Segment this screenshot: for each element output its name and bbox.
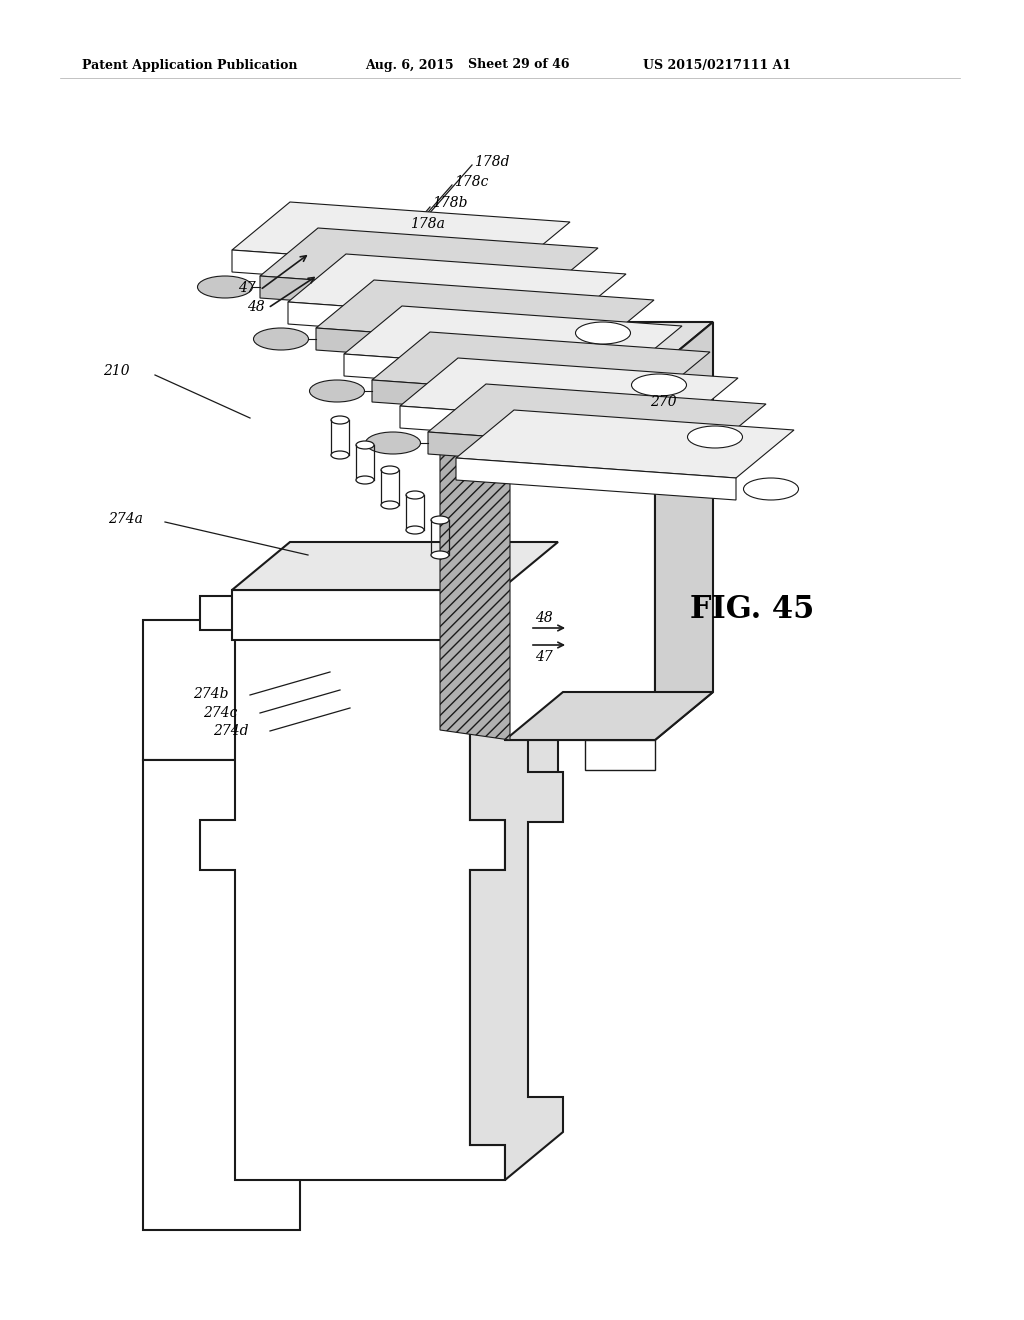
Polygon shape xyxy=(370,820,500,1140)
Polygon shape xyxy=(500,711,558,820)
Text: 48: 48 xyxy=(247,300,265,314)
Ellipse shape xyxy=(431,550,449,558)
Text: Sheet 29 of 46: Sheet 29 of 46 xyxy=(468,58,569,71)
Text: 270: 270 xyxy=(650,395,677,409)
Polygon shape xyxy=(655,322,713,741)
Text: Aug. 6, 2015: Aug. 6, 2015 xyxy=(365,58,454,71)
Polygon shape xyxy=(505,322,713,370)
Text: FIG. 45: FIG. 45 xyxy=(690,594,814,626)
Ellipse shape xyxy=(406,491,424,499)
Polygon shape xyxy=(143,760,300,1230)
Ellipse shape xyxy=(632,374,686,396)
Polygon shape xyxy=(505,692,713,741)
Text: 47: 47 xyxy=(238,281,256,294)
Polygon shape xyxy=(200,597,505,1180)
Polygon shape xyxy=(344,306,682,374)
Polygon shape xyxy=(316,280,654,348)
Text: 178a: 178a xyxy=(410,216,444,231)
Polygon shape xyxy=(232,249,512,292)
Polygon shape xyxy=(288,302,568,345)
Ellipse shape xyxy=(356,441,374,449)
Polygon shape xyxy=(428,384,766,451)
Text: 274b: 274b xyxy=(193,686,228,701)
Ellipse shape xyxy=(309,380,365,403)
Polygon shape xyxy=(585,741,655,770)
Polygon shape xyxy=(370,760,500,820)
Polygon shape xyxy=(316,327,596,370)
Polygon shape xyxy=(400,407,680,447)
Text: Patent Application Publication: Patent Application Publication xyxy=(82,58,298,71)
Ellipse shape xyxy=(331,451,349,459)
Polygon shape xyxy=(232,202,570,271)
Polygon shape xyxy=(428,432,708,474)
Text: 274c: 274c xyxy=(203,706,238,719)
Polygon shape xyxy=(143,620,500,760)
Polygon shape xyxy=(260,228,598,296)
Text: 274a: 274a xyxy=(108,512,143,525)
Ellipse shape xyxy=(431,516,449,524)
Ellipse shape xyxy=(381,466,399,474)
Ellipse shape xyxy=(687,426,742,447)
Ellipse shape xyxy=(254,327,308,350)
Text: 210: 210 xyxy=(103,364,130,378)
Ellipse shape xyxy=(356,477,374,484)
Ellipse shape xyxy=(331,416,349,424)
Polygon shape xyxy=(505,370,655,741)
Ellipse shape xyxy=(743,478,799,500)
Polygon shape xyxy=(232,590,500,640)
Text: 178b: 178b xyxy=(432,195,468,210)
Text: 178c: 178c xyxy=(454,176,488,189)
Polygon shape xyxy=(470,548,563,1180)
Polygon shape xyxy=(288,253,626,322)
Polygon shape xyxy=(400,358,738,426)
Text: 47: 47 xyxy=(535,649,553,664)
Polygon shape xyxy=(456,411,794,478)
Polygon shape xyxy=(372,380,652,422)
Text: 274d: 274d xyxy=(213,723,249,738)
Text: 48: 48 xyxy=(535,611,553,624)
Polygon shape xyxy=(456,458,736,500)
Ellipse shape xyxy=(575,322,631,345)
Ellipse shape xyxy=(198,276,253,298)
Ellipse shape xyxy=(381,502,399,510)
Polygon shape xyxy=(372,333,710,400)
Ellipse shape xyxy=(406,525,424,535)
Polygon shape xyxy=(440,255,510,741)
Polygon shape xyxy=(344,354,624,396)
Ellipse shape xyxy=(366,432,421,454)
Polygon shape xyxy=(232,543,558,590)
Polygon shape xyxy=(260,276,540,318)
Text: US 2015/0217111 A1: US 2015/0217111 A1 xyxy=(643,58,792,71)
Text: 178d: 178d xyxy=(474,154,510,169)
Polygon shape xyxy=(500,572,558,760)
